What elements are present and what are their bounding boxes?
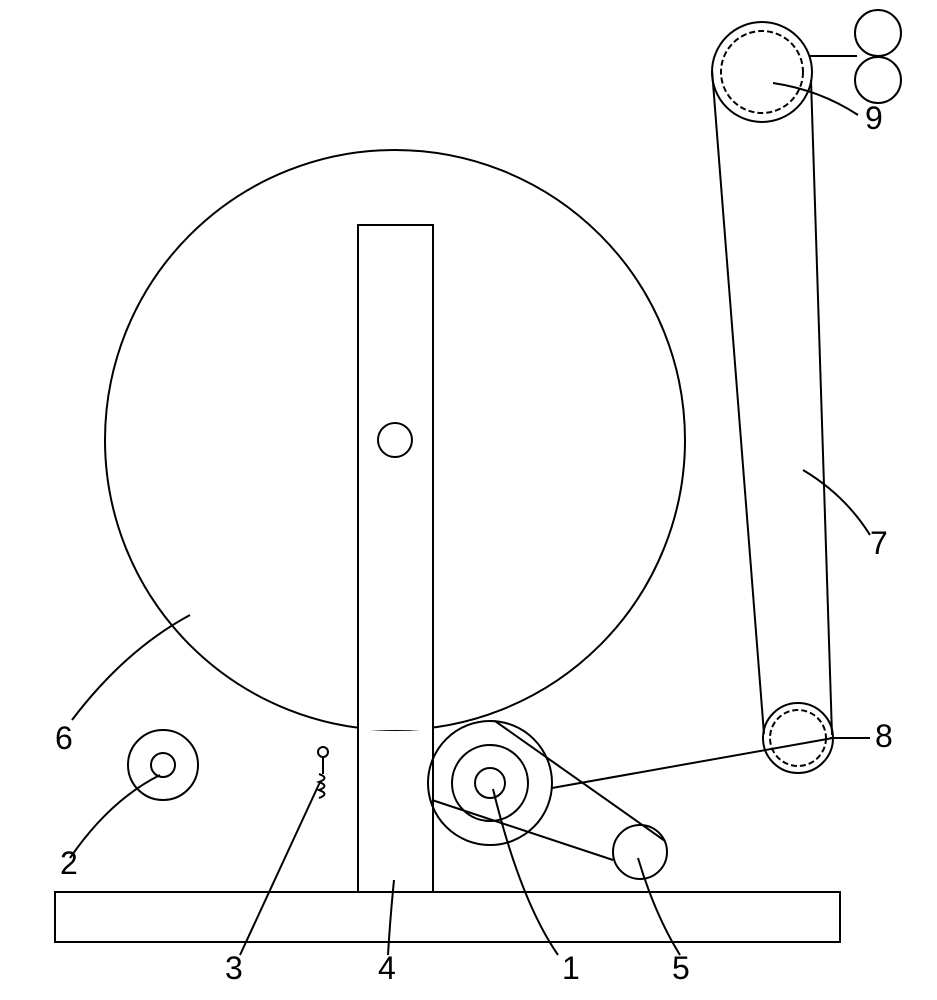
roller-1-outer	[428, 721, 552, 845]
lead-2	[70, 775, 160, 858]
roller-1-bore	[475, 768, 505, 798]
label-4: 4	[378, 950, 396, 987]
label-5: 5	[672, 950, 690, 987]
label-6: 6	[55, 720, 73, 757]
nip-bottom	[855, 57, 901, 103]
label-8: 8	[875, 718, 893, 755]
label-1: 1	[562, 950, 580, 987]
nip-top	[855, 10, 901, 56]
roller-2-inner	[151, 753, 175, 777]
diagram-svg	[0, 0, 937, 1000]
path-1-8	[552, 738, 833, 788]
label-7: 7	[870, 525, 888, 562]
label-9: 9	[865, 100, 883, 137]
belt-top	[495, 721, 665, 841]
path-7-right	[811, 80, 832, 735]
roller-9-inner	[721, 31, 803, 113]
belt-bottom	[432, 800, 613, 860]
diagram-container: 1 2 3 4 5 6 7 8 9	[0, 0, 937, 1000]
spring-3	[318, 747, 328, 798]
lead-3	[240, 782, 320, 955]
roller-8-outer	[763, 703, 833, 773]
lead-6	[72, 615, 190, 720]
base-rect	[55, 892, 840, 942]
lead-7	[803, 470, 870, 535]
label-2: 2	[60, 845, 78, 882]
roller-9-outer	[712, 22, 812, 122]
lead-1	[493, 789, 558, 955]
pulley-5	[613, 825, 667, 879]
roller-8-inner	[770, 710, 826, 766]
path-7-left	[712, 70, 764, 734]
roller-2-outer	[128, 730, 198, 800]
label-3: 3	[225, 950, 243, 987]
lead-9	[773, 83, 858, 115]
